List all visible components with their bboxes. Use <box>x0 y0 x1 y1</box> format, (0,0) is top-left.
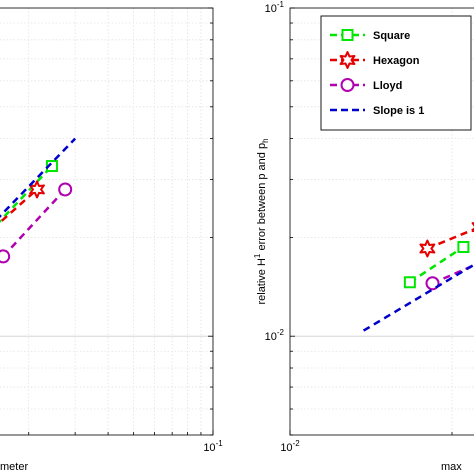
x-axis-label: max <box>441 461 462 473</box>
left-grid <box>0 8 213 435</box>
right-ticks <box>289 7 453 436</box>
y-tick-label: 10-2 <box>265 328 285 343</box>
series-line-hexagon <box>426 228 474 250</box>
legend-label-lloyd: Lloyd <box>373 80 402 92</box>
series-line-2 <box>2 188 67 258</box>
left-series <box>0 137 77 264</box>
left-panel: 10-1 meter <box>0 7 223 473</box>
series-line-1 <box>0 188 38 225</box>
series-line-0 <box>0 165 53 223</box>
legend-label-square: Square <box>373 30 410 42</box>
legend: Square Hexagon Lloyd Slope is 1 <box>320 15 472 131</box>
legend-label-slope-is-1: Slope is 1 <box>373 105 424 117</box>
right-series <box>362 222 474 332</box>
series-line-3 <box>0 137 77 218</box>
series-line-square <box>409 245 465 284</box>
data-point-circle <box>58 182 73 197</box>
data-point-hexagram <box>419 239 436 258</box>
y-axis-label: relative H1 error between p and ph <box>253 138 270 304</box>
legend-marker-circle <box>340 78 355 92</box>
right-panel: 10-2 10-1 10-2 max relative H1 error between… <box>253 0 474 473</box>
left-axes-box <box>0 7 214 436</box>
left-ticks <box>28 7 214 436</box>
x-tick-label: 10-2 <box>280 439 300 454</box>
legend-marker-square <box>341 29 354 41</box>
y-tick-label: 10-1 <box>265 0 285 15</box>
legend-label-hexagon: Hexagon <box>373 55 420 67</box>
series-line-slope-is-1 <box>362 263 474 332</box>
left-plot-area <box>0 8 213 435</box>
data-point-circle <box>0 249 11 264</box>
data-point-square <box>403 276 416 289</box>
legend-marker-hexagram <box>339 51 356 69</box>
x-tick-label: 10-1 <box>203 439 223 454</box>
x-axis-label: meter <box>0 461 28 473</box>
data-point-square <box>457 240 470 253</box>
